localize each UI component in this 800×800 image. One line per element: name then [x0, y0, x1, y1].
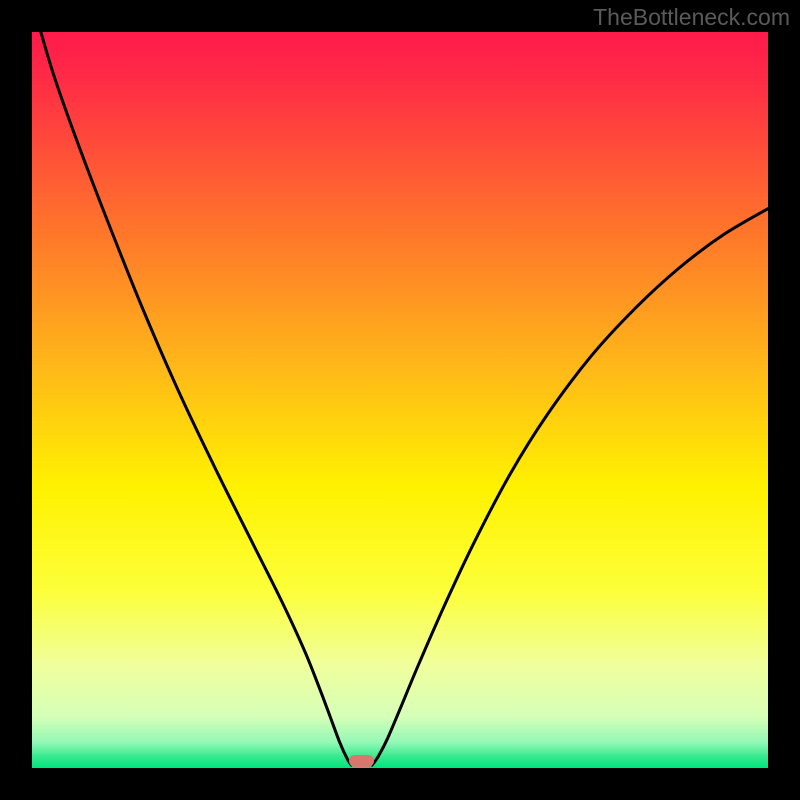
curve-right-branch	[372, 209, 768, 765]
curve-layer	[32, 32, 768, 768]
minimum-marker	[349, 755, 374, 767]
attribution-watermark: TheBottleneck.com	[593, 4, 790, 31]
plot-area	[32, 32, 768, 768]
chart-outer-frame: TheBottleneck.com	[0, 0, 800, 800]
curve-left-branch	[41, 32, 352, 765]
